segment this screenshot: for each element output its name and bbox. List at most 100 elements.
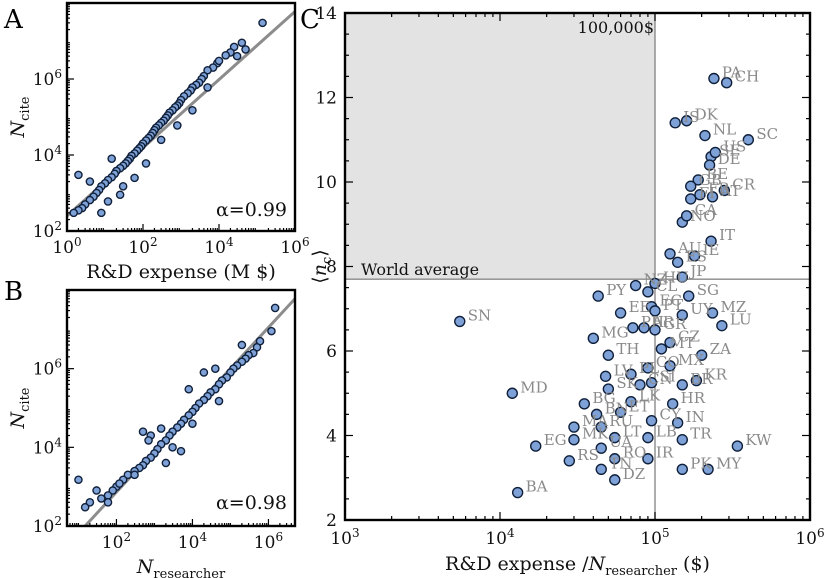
data-point-c: [680, 115, 693, 127]
data-point-c: [602, 383, 615, 395]
data-point-c: [592, 290, 604, 302]
data-point-b: [214, 396, 224, 406]
country-label: SC: [756, 125, 778, 143]
data-point-b: [115, 479, 124, 488]
data-point-c: [506, 387, 518, 399]
data-point-c: [609, 453, 621, 465]
data-point-c: [718, 184, 731, 197]
country-label: TN: [609, 454, 632, 472]
reference-x-label: 100,000$: [578, 18, 654, 37]
data-point-c: [645, 415, 658, 427]
panel-a-plot: [67, 10, 295, 218]
country-label: PY: [606, 281, 627, 299]
data-point-a: [118, 182, 128, 191]
country-label: LB: [656, 423, 677, 441]
country-label: AT: [720, 182, 741, 200]
country-label: US: [723, 137, 746, 155]
data-point-c: [602, 349, 615, 361]
country-label: IS: [683, 108, 699, 126]
data-point-c: [688, 250, 701, 262]
data-point-a: [103, 197, 113, 206]
data-point-c: [568, 421, 580, 433]
data-point-c: [609, 474, 621, 486]
country-label: SE: [719, 142, 740, 160]
data-point-c: [695, 349, 708, 361]
country-label: HR: [681, 389, 706, 407]
panel-label-b: B: [4, 277, 23, 307]
data-point-b: [156, 424, 166, 433]
y-tick-label-c: 6: [326, 342, 337, 362]
data-point-c: [530, 440, 542, 452]
country-label: AU: [677, 239, 701, 257]
data-point-b: [92, 486, 101, 495]
data-point-c: [599, 370, 612, 383]
country-label: CH: [735, 68, 760, 86]
y-axis-label-a: Ncite: [7, 96, 33, 138]
y-axis-label-c: ⟨nc⟩: [309, 249, 335, 283]
country-label: LU: [730, 311, 752, 329]
data-point-b: [267, 326, 276, 336]
country-label: BR: [690, 370, 713, 388]
data-point-c: [578, 398, 591, 410]
data-point-c: [720, 77, 733, 89]
country-label: UA: [609, 433, 632, 451]
country-label: MX: [678, 351, 704, 369]
country-label: PT: [663, 296, 683, 314]
data-point-a: [85, 177, 95, 186]
data-point-a: [232, 51, 242, 61]
data-point-c: [709, 146, 722, 159]
data-point-a: [74, 170, 83, 180]
data-point-c: [664, 360, 676, 372]
data-point-c: [638, 322, 650, 334]
data-point-b: [168, 443, 177, 452]
country-label: EC: [660, 292, 682, 310]
data-point-b: [97, 494, 106, 503]
country-label: SG: [697, 281, 719, 299]
y-tick-label-c: 10: [315, 173, 337, 193]
data-point-c: [614, 307, 627, 319]
data-point-c: [642, 453, 654, 465]
country-label: BE: [706, 165, 728, 183]
country-label: MG: [601, 323, 628, 341]
country-label: ET: [629, 397, 650, 415]
x-tick-label-a: 104: [204, 235, 234, 258]
data-point-a: [141, 159, 151, 168]
shaded-quadrant: [345, 13, 655, 280]
x-tick-label-a: 106: [280, 235, 309, 258]
country-label: CZ: [678, 328, 700, 346]
data-point-a: [203, 83, 212, 92]
data-point-c: [634, 379, 646, 391]
data-point-c: [702, 463, 714, 475]
data-point-c: [645, 376, 658, 389]
country-label: HU: [663, 268, 689, 286]
axes-frame-b: [65, 288, 297, 528]
country-label: RU: [609, 412, 633, 430]
x-tick-label-a: 100: [52, 235, 81, 258]
data-point-b: [161, 458, 171, 468]
y-tick-label-b: 104: [33, 435, 63, 458]
country-label: GR: [663, 315, 687, 333]
country-label: NO: [690, 207, 715, 225]
y-tick-label-a: 102: [33, 219, 62, 242]
country-label: IN: [686, 408, 705, 426]
x-tick-label-c: 106: [795, 526, 824, 549]
data-point-c: [642, 431, 654, 444]
data-point-b: [74, 475, 83, 485]
data-point-b: [211, 364, 220, 373]
data-point-a: [173, 121, 182, 130]
data-point-c: [708, 72, 720, 85]
data-point-c: [649, 324, 661, 336]
country-label: MK: [582, 425, 609, 443]
country-label: KR: [704, 366, 727, 384]
data-point-a: [258, 18, 267, 28]
data-point-c: [676, 271, 688, 283]
x-tick-label-c: 104: [485, 526, 515, 549]
axes-frame-a: [65, 1, 297, 233]
country-label: IE: [703, 241, 720, 259]
x-axis-label-b: Nresearcher: [136, 556, 226, 578]
data-point-c: [563, 455, 576, 467]
data-point-b: [144, 436, 153, 445]
